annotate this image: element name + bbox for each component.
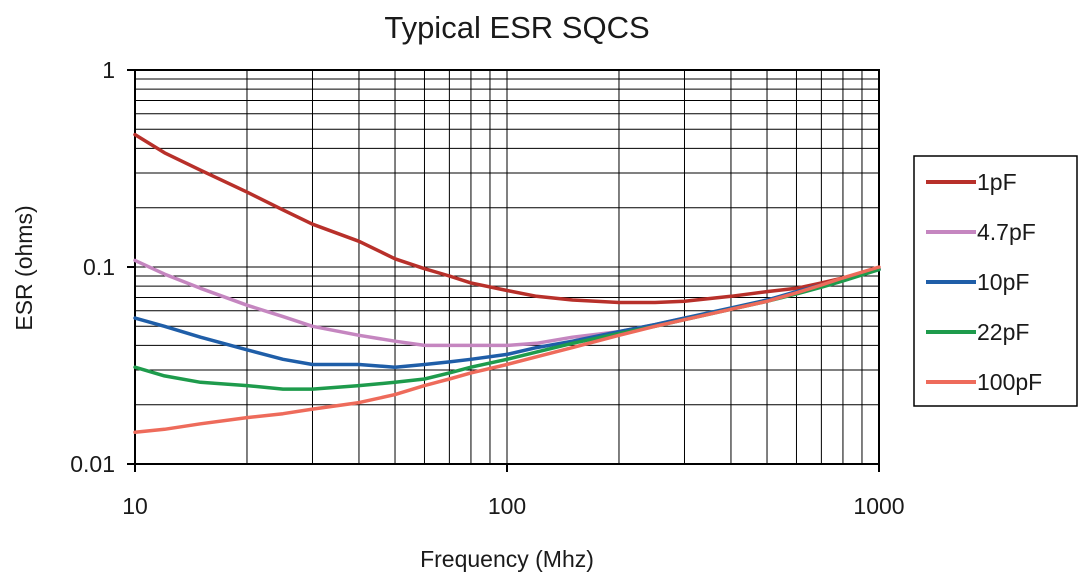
legend: 1pF 4.7pF 10pF 22pF 100pF	[913, 155, 1078, 407]
x-tick-label: 1000	[853, 493, 904, 519]
legend-label: 4.7pF	[977, 219, 1036, 245]
y-tick-label: 1	[102, 57, 115, 83]
x-tick-label: 100	[488, 493, 526, 519]
legend-label: 1pF	[977, 169, 1017, 195]
legend-label: 22pF	[977, 319, 1029, 345]
legend-item: 4.7pF	[926, 219, 1036, 245]
chart-title: Typical ESR SQCS	[384, 10, 649, 45]
grid-lines	[135, 70, 879, 464]
legend-item: 1pF	[926, 169, 1017, 195]
series-layer	[133, 132, 881, 434]
series-line-100pf	[133, 265, 881, 434]
y-tick-label: 0.01	[70, 451, 115, 477]
x-axis-title: Frequency (Mhz)	[420, 546, 594, 572]
legend-item: 22pF	[926, 319, 1029, 345]
axes: 10 100 1000 0.01 0.1 1	[70, 57, 904, 519]
y-tick-label: 0.1	[83, 254, 115, 280]
legend-label: 100pF	[977, 369, 1042, 395]
series-line-1pf	[133, 132, 881, 305]
legend-item: 10pF	[926, 269, 1029, 295]
x-tick-label: 10	[122, 493, 148, 519]
legend-label: 10pF	[977, 269, 1029, 295]
legend-item: 100pF	[926, 369, 1042, 395]
y-axis-title: ESR (ohms)	[11, 205, 37, 330]
